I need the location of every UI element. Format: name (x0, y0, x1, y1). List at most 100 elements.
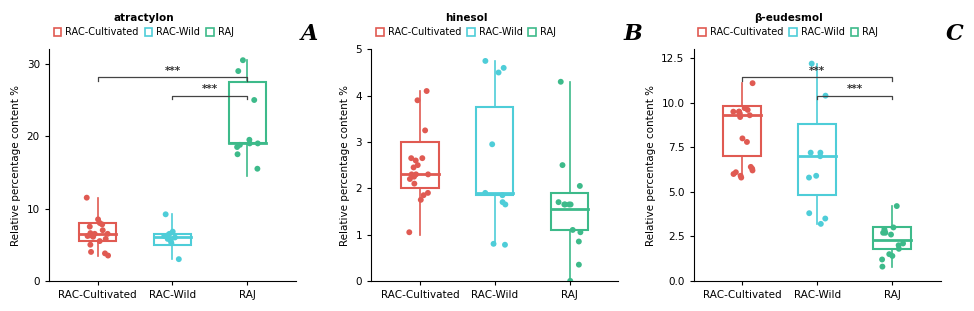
Point (571, 239, 586, 244)
Point (878, 230, 893, 235)
Point (877, 229, 892, 234)
Point (401, 230, 417, 235)
Point (91, 217, 106, 222)
Point (745, 168, 761, 173)
Y-axis label: Relative percentage content %: Relative percentage content % (340, 85, 350, 246)
Point (877, 227, 892, 232)
Point (402, 177, 418, 182)
Point (885, 225, 901, 230)
Bar (551, 193, 588, 230)
Point (733, 175, 749, 180)
Point (160, 233, 175, 238)
Point (419, 89, 434, 94)
Point (406, 181, 422, 186)
Point (158, 212, 173, 217)
Point (82, 233, 97, 238)
Point (550, 200, 566, 205)
Point (230, 152, 245, 157)
Point (92, 220, 107, 225)
Point (498, 202, 513, 207)
Point (739, 139, 755, 144)
Y-axis label: Relative percentage content %: Relative percentage content % (11, 85, 21, 246)
Text: B: B (623, 23, 642, 45)
Point (250, 141, 266, 146)
Bar (154, 234, 191, 245)
Y-axis label: Relative percentage content %: Relative percentage content % (646, 85, 656, 246)
Point (83, 242, 98, 247)
Point (83, 249, 98, 254)
Legend: RAC-Cultivated, RAC-Wild, RAJ: RAC-Cultivated, RAC-Wild, RAJ (698, 12, 879, 37)
Point (803, 150, 818, 155)
Point (875, 257, 890, 262)
Point (403, 156, 419, 161)
Point (242, 137, 257, 142)
Point (410, 163, 426, 168)
Point (726, 109, 741, 114)
Point (813, 221, 829, 226)
Point (889, 204, 905, 209)
Text: ***: *** (809, 66, 825, 76)
Point (231, 68, 246, 73)
Point (556, 202, 572, 207)
Point (406, 174, 422, 179)
Point (731, 109, 747, 114)
Bar (79, 223, 116, 241)
Point (100, 253, 116, 258)
Bar (799, 124, 836, 195)
Point (802, 175, 817, 180)
Point (168, 235, 183, 240)
Point (486, 241, 502, 246)
Point (731, 109, 747, 114)
Point (246, 98, 262, 103)
Point (406, 165, 422, 170)
Point (562, 278, 578, 283)
Point (726, 172, 741, 177)
Point (491, 70, 506, 75)
Text: A: A (301, 23, 318, 45)
Point (232, 142, 247, 147)
Point (555, 163, 571, 168)
Point (87, 231, 102, 236)
Point (92, 239, 107, 244)
Point (561, 202, 577, 207)
Point (804, 61, 819, 66)
Point (744, 166, 760, 171)
Point (732, 114, 748, 119)
Text: C: C (946, 23, 963, 45)
Point (883, 232, 899, 237)
Point (743, 165, 759, 169)
Point (249, 166, 265, 171)
Point (818, 93, 834, 98)
Point (164, 241, 179, 246)
Point (229, 145, 244, 150)
Bar (401, 142, 438, 188)
Point (745, 81, 761, 86)
Point (420, 190, 435, 195)
Bar (476, 107, 513, 195)
Point (808, 173, 824, 178)
Point (495, 200, 510, 205)
Point (163, 239, 178, 244)
Point (895, 241, 911, 246)
Point (884, 253, 900, 258)
Bar (724, 106, 761, 156)
Point (729, 170, 744, 175)
Point (497, 242, 512, 247)
Point (484, 142, 500, 147)
Point (891, 246, 907, 251)
Point (817, 216, 833, 221)
Point (408, 158, 424, 163)
Point (94, 222, 110, 227)
Point (235, 58, 250, 63)
Point (812, 154, 828, 159)
Point (553, 79, 569, 84)
Point (737, 106, 753, 111)
Point (413, 197, 429, 202)
Point (742, 113, 758, 118)
Point (98, 236, 114, 241)
Point (495, 193, 510, 198)
Legend: RAC-Cultivated, RAC-Wild, RAJ: RAC-Cultivated, RAC-Wild, RAJ (376, 12, 556, 37)
Bar (229, 82, 266, 143)
Point (812, 150, 828, 155)
Point (415, 156, 431, 161)
